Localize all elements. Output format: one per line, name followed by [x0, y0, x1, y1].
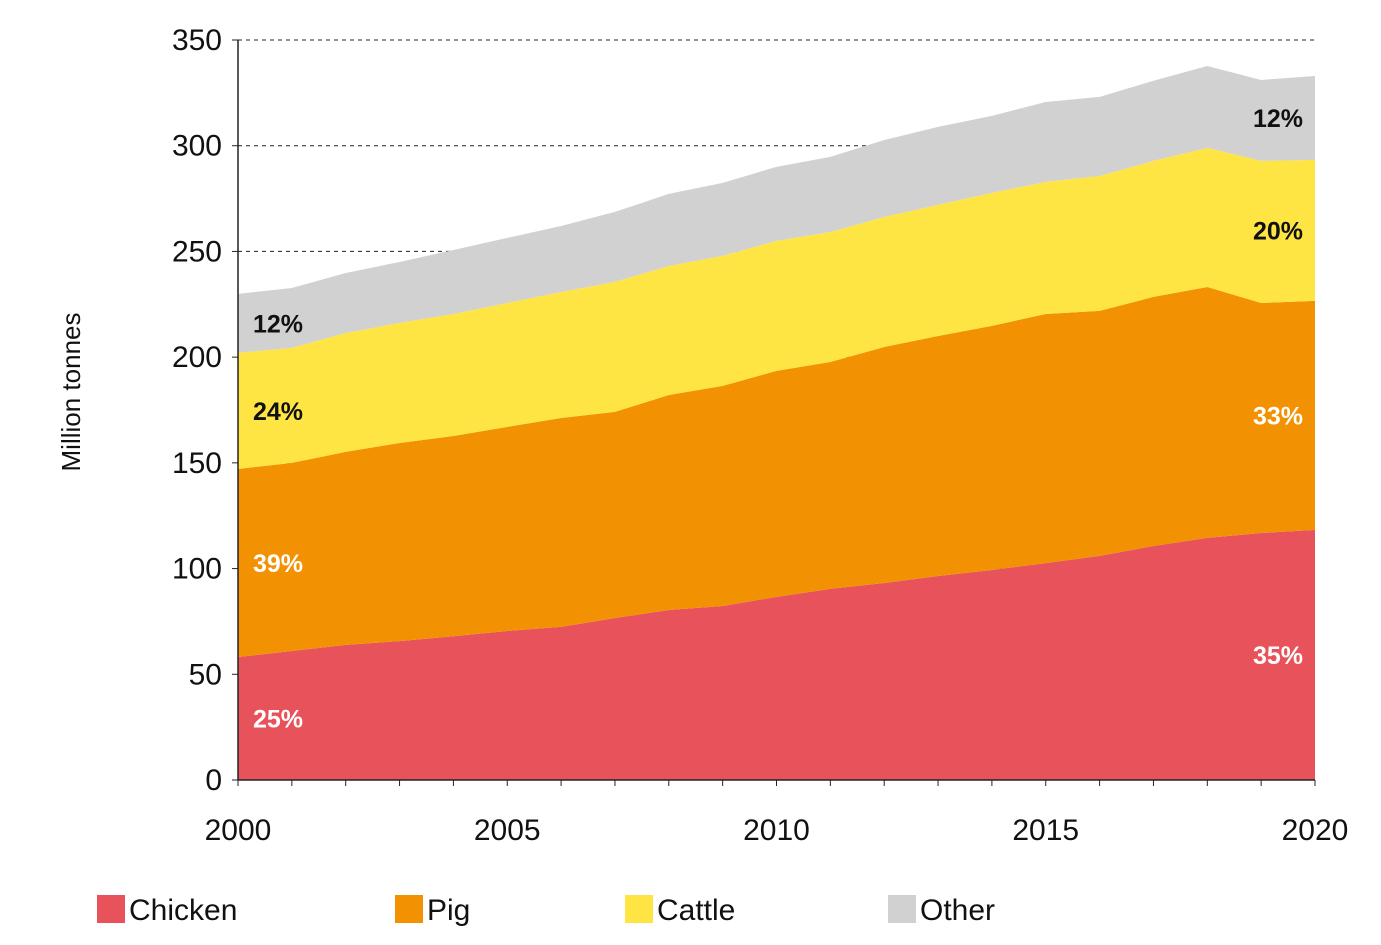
area-chicken	[238, 529, 1315, 780]
y-tick-label: 300	[172, 130, 222, 163]
y-tick-label: 150	[172, 447, 222, 480]
share-label-pig-start: 39%	[253, 550, 303, 578]
area-other	[238, 66, 1315, 353]
share-label-chicken-start: 25%	[253, 705, 303, 733]
legend-swatch	[888, 895, 916, 923]
legend-item-other: Other	[888, 894, 995, 927]
y-tick-label: 100	[172, 553, 222, 586]
area-pig	[238, 286, 1315, 657]
legend-label: Chicken	[129, 894, 237, 927]
legend-label: Cattle	[657, 894, 735, 927]
x-tick-label: 2015	[1012, 814, 1079, 847]
legend-item-chicken: Chicken	[97, 894, 237, 927]
share-label-cattle-start: 24%	[253, 398, 303, 426]
share-label-cattle-end: 20%	[1253, 217, 1303, 245]
x-tick-label: 2005	[474, 814, 541, 847]
y-tick-label: 50	[189, 658, 222, 691]
x-tick-label: 2000	[205, 814, 272, 847]
legend-swatch	[97, 895, 125, 923]
x-tick-label: 2020	[1282, 814, 1349, 847]
share-label-other-start: 12%	[253, 310, 303, 338]
y-tick-label: 200	[172, 341, 222, 374]
share-label-other-end: 12%	[1253, 105, 1303, 133]
legend-swatch	[395, 895, 423, 923]
area-cattle	[238, 147, 1315, 469]
share-label-chicken-end: 35%	[1253, 642, 1303, 670]
share-label-pig-end: 33%	[1253, 402, 1303, 430]
legend-swatch	[625, 895, 653, 923]
legend-label: Other	[920, 894, 995, 927]
y-axis-label: Million tonnes	[56, 313, 86, 472]
x-tick-label: 2010	[743, 814, 810, 847]
y-tick-label: 0	[205, 764, 222, 797]
legend-item-pig: Pig	[395, 894, 470, 927]
y-tick-label: 350	[172, 24, 222, 57]
y-tick-label: 250	[172, 235, 222, 268]
legend-item-cattle: Cattle	[625, 894, 735, 927]
legend-label: Pig	[427, 894, 470, 927]
